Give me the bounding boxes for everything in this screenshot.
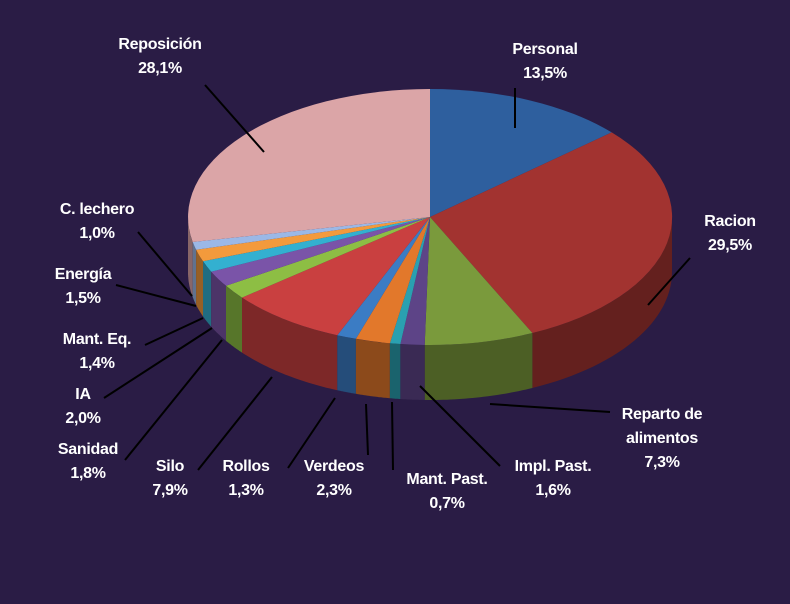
data-label: Personal 13,5%: [512, 38, 577, 86]
leader-line: [103, 327, 213, 399]
data-label: Silo 7,9%: [152, 455, 188, 503]
data-label: IA 2,0%: [65, 383, 101, 431]
slice-name: Verdeos: [303, 458, 365, 475]
leader-line: [365, 403, 369, 456]
leader-line: [137, 231, 193, 297]
pie-slice: [430, 132, 673, 333]
data-label: Reposición 28,1%: [118, 33, 202, 81]
pie-slice: [400, 217, 430, 345]
data-label: Sanidad 1,8%: [58, 438, 118, 486]
pie-slice: [389, 217, 430, 344]
data-label: C. lechero 1,0%: [59, 198, 135, 246]
pie-slice: [192, 217, 430, 250]
slice-name: Sanidad: [57, 441, 119, 458]
pie-slice: [430, 88, 612, 217]
data-label: Mant. Past. 0,7%: [406, 468, 487, 516]
pie-slice: [211, 217, 430, 286]
data-label: Mant. Eq. 1,4%: [62, 328, 132, 376]
slice-name: Personal: [512, 41, 578, 58]
leader-line: [115, 284, 197, 307]
slice-name: Mant. Eq.: [62, 331, 132, 348]
leader-line: [124, 339, 223, 461]
pie-side-10: [203, 261, 212, 327]
slice-value: 28,1%: [138, 60, 182, 77]
pie-side-12: [192, 242, 197, 305]
slice-name: Energía: [54, 266, 112, 283]
slice-value: 0,7%: [429, 495, 465, 512]
slice-name: Reparto de: [621, 406, 703, 423]
pie-slice: [242, 217, 430, 336]
leader-line: [419, 385, 501, 467]
slice-name: Impl. Past.: [514, 458, 592, 475]
pie-side-6: [337, 335, 356, 394]
slice-value: 1,0%: [79, 225, 115, 242]
data-label: Racion 29,5%: [704, 210, 756, 258]
data-label: Impl. Past. 1,6%: [515, 455, 592, 503]
data-label: Reparto de alimentos 7,3%: [622, 403, 703, 475]
pie-slice: [203, 217, 430, 272]
slice-value: 1,8%: [70, 465, 106, 482]
slice-value: 13,5%: [523, 65, 567, 82]
pie-side-5: [355, 338, 390, 399]
pie-side-11: [196, 249, 203, 317]
leader-line: [144, 317, 204, 346]
leader-line: [489, 403, 611, 413]
slice-name: IA: [75, 386, 91, 403]
slice-name: alimentos: [625, 430, 698, 447]
slice-value: 1,6%: [535, 482, 571, 499]
slice-name: Mant. Past.: [406, 471, 488, 488]
leader-line: [204, 84, 265, 153]
slice-name: Silo: [155, 458, 185, 475]
leader-line: [647, 257, 691, 306]
pie-side-3: [400, 344, 425, 400]
pie-side-9: [211, 271, 226, 341]
slice-value: 1,5%: [65, 290, 101, 307]
slice-name: C. lechero: [59, 201, 135, 218]
slice-name: Racion: [704, 213, 756, 230]
pie-slice: [355, 217, 430, 344]
pie-side-4: [389, 343, 401, 399]
pie-slice: [424, 217, 533, 346]
pie-side-13: [188, 217, 193, 297]
pie-side-8: [226, 285, 242, 353]
slice-name: Reposición: [118, 36, 202, 53]
pie-side-2: [424, 333, 533, 400]
pie-slice: [226, 217, 430, 298]
leader-line: [197, 376, 273, 471]
data-label: Energía 1,5%: [55, 263, 112, 311]
slice-value: 1,3%: [228, 482, 264, 499]
slice-value: 1,4%: [79, 355, 115, 372]
leader-line: [287, 397, 336, 469]
slice-value: 2,0%: [65, 410, 101, 427]
pie-slice: [188, 89, 430, 242]
pie-slice: [196, 217, 430, 262]
pie-slice: [337, 217, 430, 339]
slice-name: Rollos: [222, 458, 270, 475]
slice-value: 29,5%: [708, 237, 752, 254]
slice-value: 2,3%: [316, 482, 352, 499]
slice-value: 7,9%: [152, 482, 188, 499]
slice-value: 7,3%: [644, 454, 680, 471]
pie-side-7: [242, 297, 338, 391]
pie-side-1: [532, 217, 672, 388]
data-label: Rollos 1,3%: [222, 455, 269, 503]
data-label: Verdeos 2,3%: [304, 455, 364, 503]
leader-line: [391, 401, 394, 471]
